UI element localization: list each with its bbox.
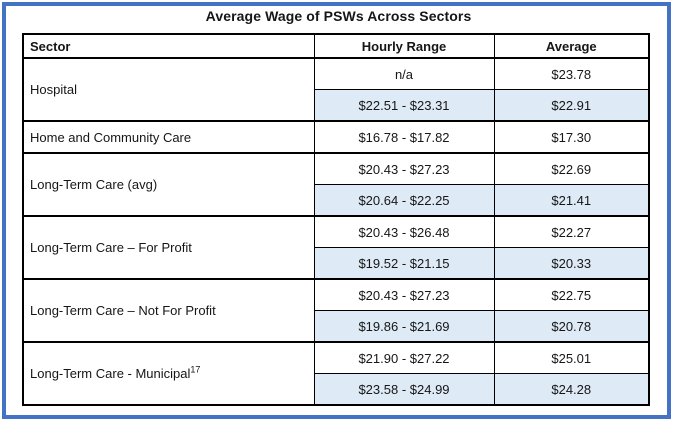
average-cell: $23.78 [493, 57, 650, 90]
hourly-range-cell: $20.43 - $26.48 [313, 215, 495, 248]
hourly-range-cell: n/a [313, 57, 495, 90]
hourly-range-cell: $19.86 - $21.69 [313, 310, 495, 343]
hourly-range-cell: $22.51 - $23.31 [313, 89, 495, 122]
average-cell: $20.33 [493, 247, 650, 280]
table-row: Long-Term Care – Not For Profit $20.43 - … [22, 278, 650, 343]
table-row: Long-Term Care (avg) $20.43 - $27.23 $22.6… [22, 152, 650, 217]
table-row: $20.64 - $22.25 $21.41 [23, 184, 650, 217]
sector-cell: Long-Term Care – For Profit [22, 215, 315, 280]
average-cell: $17.30 [493, 120, 650, 154]
table-row: $23.58 - $24.99 $24.28 [23, 373, 650, 406]
average-cell: $21.41 [493, 184, 650, 217]
header-hourly-range: Hourly Range [313, 33, 495, 59]
sector-cell: Hospital [22, 57, 315, 122]
wage-table: Sector Hourly Range Average Hospital n/a $… [22, 33, 650, 406]
average-cell: $22.69 [493, 152, 650, 185]
table-row: $19.52 - $21.15 $20.33 [23, 247, 650, 280]
hourly-range-cell: $19.52 - $21.15 [313, 247, 495, 280]
table-body: Hospital n/a $23.78 $22.51 - $23.31 $22.91 Ho… [22, 57, 650, 406]
sector-cell: Home and Community Care [22, 120, 315, 154]
hourly-range-cell: $16.78 - $17.82 [313, 120, 495, 154]
hourly-range-cell: $23.58 - $24.99 [313, 373, 495, 406]
sector-label: Home and Community Care [30, 129, 192, 145]
average-cell: $22.27 [493, 215, 650, 248]
header-row: Sector Hourly Range Average [22, 33, 650, 59]
header-average: Average [493, 33, 650, 59]
hourly-range-cell: $20.43 - $27.23 [313, 278, 495, 311]
table-row: Long-Term Care - Municipal17 $21.90 - $27… [22, 341, 650, 406]
average-cell: $20.78 [493, 310, 650, 343]
sector-cell: Long-Term Care - Municipal17 [22, 341, 315, 406]
table-row: Long-Term Care – For Profit $20.43 - $26.… [22, 215, 650, 280]
sector-label: Hospital [30, 82, 77, 97]
table-row: $19.86 - $21.69 $20.78 [23, 310, 650, 343]
table-row: Home and Community Care $16.78 - $17.82 $1… [22, 120, 650, 154]
sector-label: Long-Term Care – Not For Profit [30, 303, 216, 318]
average-cell: $22.75 [493, 278, 650, 311]
average-cell: $25.01 [493, 341, 650, 374]
sector-cell: Long-Term Care (avg) [22, 152, 315, 217]
average-cell: $22.91 [493, 89, 650, 122]
table-title: Average Wage of PSWs Across Sectors [205, 8, 472, 24]
sector-label: Long-Term Care - Municipal [30, 366, 191, 381]
table-header: Sector Hourly Range Average [22, 33, 650, 59]
footnote-ref: 17 [190, 364, 201, 375]
hourly-range-cell: $20.64 - $22.25 [313, 184, 495, 217]
table-row: $22.51 - $23.31 $22.91 [23, 89, 650, 122]
hourly-range-cell: $21.90 - $27.22 [313, 341, 495, 374]
sector-label: Long-Term Care (avg) [30, 177, 158, 192]
hourly-range-cell: $20.43 - $27.23 [313, 152, 495, 185]
table-row: Hospital n/a $23.78 [22, 57, 650, 122]
sector-cell: Long-Term Care – Not For Profit [22, 278, 315, 343]
sector-label: Long-Term Care – For Profit [30, 240, 192, 255]
average-cell: $24.28 [493, 373, 650, 406]
header-sector: Sector [22, 33, 315, 59]
